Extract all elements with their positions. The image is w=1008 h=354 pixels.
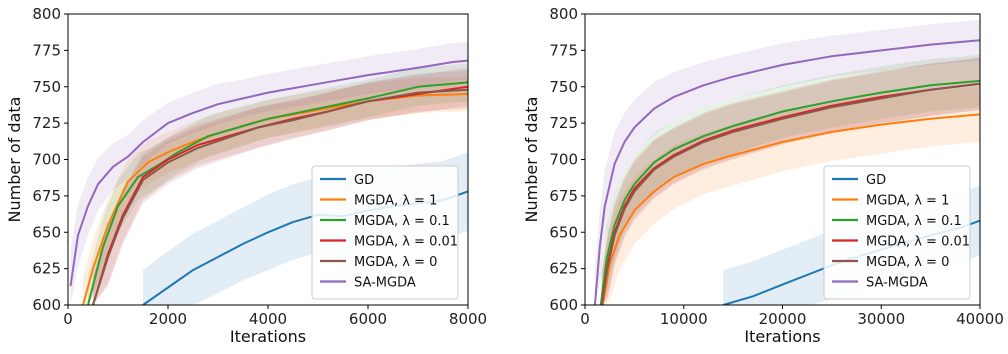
y-tick-label: 650 <box>549 223 578 241</box>
x-tick-label: 30000 <box>857 310 905 328</box>
legend-label-4: MGDA, λ = 0.01 <box>354 235 458 250</box>
legend-label-5: MGDA, λ = 0 <box>866 255 949 270</box>
y-tick-label: 800 <box>32 5 61 23</box>
series-line-4 <box>600 82 980 305</box>
legend-label-6: SA-MGDA <box>354 276 416 291</box>
y-tick-label: 650 <box>32 223 61 241</box>
band-3 <box>88 63 468 305</box>
y-tick-label: 700 <box>32 151 61 169</box>
y-tick-label: 725 <box>549 114 578 132</box>
y-tick-label: 600 <box>32 296 61 314</box>
x-tick-label: 4000 <box>249 310 287 328</box>
legend-label-4: MGDA, λ = 0.01 <box>866 235 970 250</box>
series-line-3 <box>87 81 468 305</box>
band-2 <box>83 76 468 305</box>
series-line-6 <box>593 39 980 305</box>
y-tick-label: 675 <box>32 187 61 205</box>
series-line-2 <box>601 113 980 305</box>
x-tick-label: 20000 <box>759 310 807 328</box>
y-tick-label: 800 <box>549 5 578 23</box>
legend-label-6: SA-MGDA <box>866 276 928 291</box>
y-tick-label: 675 <box>549 187 578 205</box>
series-line-6 <box>69 59 468 287</box>
x-tick-label: 2000 <box>149 310 187 328</box>
y-tick-label: 750 <box>32 78 61 96</box>
legend-box <box>311 165 459 300</box>
y-tick-label: 725 <box>32 114 61 132</box>
y-tick-label: 600 <box>549 296 578 314</box>
y-tick-label: 700 <box>549 151 578 169</box>
x-axis-label: Iterations <box>744 327 820 346</box>
legend: GD MGDA, λ = 1 MGDA, λ = 0.1 MGDA, λ = 0.01… <box>311 165 459 300</box>
series-line-3 <box>599 79 980 305</box>
series-line-5 <box>600 82 980 305</box>
legend-label-2: MGDA, λ = 1 <box>866 194 949 209</box>
band-3 <box>600 54 980 305</box>
legend-label-5: MGDA, λ = 0 <box>354 255 437 270</box>
legend-label-1: GD <box>866 173 886 188</box>
y-axis-label: Number of data <box>5 97 24 223</box>
x-tick-label: 8000 <box>449 310 487 328</box>
x-axis-label: Iterations <box>230 327 306 346</box>
series-line-5 <box>92 88 468 305</box>
y-axis-label: Number of data <box>522 97 541 223</box>
y-tick-label: 750 <box>549 78 578 96</box>
y-tick-label: 775 <box>32 41 61 59</box>
band-2 <box>602 86 980 305</box>
x-tick-label: 0 <box>580 310 590 328</box>
legend-label-1: GD <box>354 173 374 188</box>
x-tick-label: 10000 <box>660 310 708 328</box>
y-tick-label: 625 <box>549 260 578 278</box>
y-tick-label: 625 <box>32 260 61 278</box>
legend-label-2: MGDA, λ = 1 <box>354 194 437 209</box>
y-tick-label: 775 <box>549 41 578 59</box>
legend-label-3: MGDA, λ = 0.1 <box>354 214 450 229</box>
legend-label-3: MGDA, λ = 0.1 <box>866 214 962 229</box>
legend-box <box>823 165 971 300</box>
band-4 <box>601 57 980 305</box>
legend: GD MGDA, λ = 1 MGDA, λ = 0.1 MGDA, λ = 0.01… <box>823 165 971 300</box>
x-tick-label: 6000 <box>349 310 387 328</box>
band-5 <box>601 57 980 305</box>
x-tick-label: 40000 <box>956 310 1004 328</box>
chart-panel-2: 600 625 650 675 700 725 750 775 800 0 10000 20000 30… <box>522 5 1004 346</box>
band-6 <box>70 41 468 305</box>
x-tick-label: 0 <box>63 310 73 328</box>
